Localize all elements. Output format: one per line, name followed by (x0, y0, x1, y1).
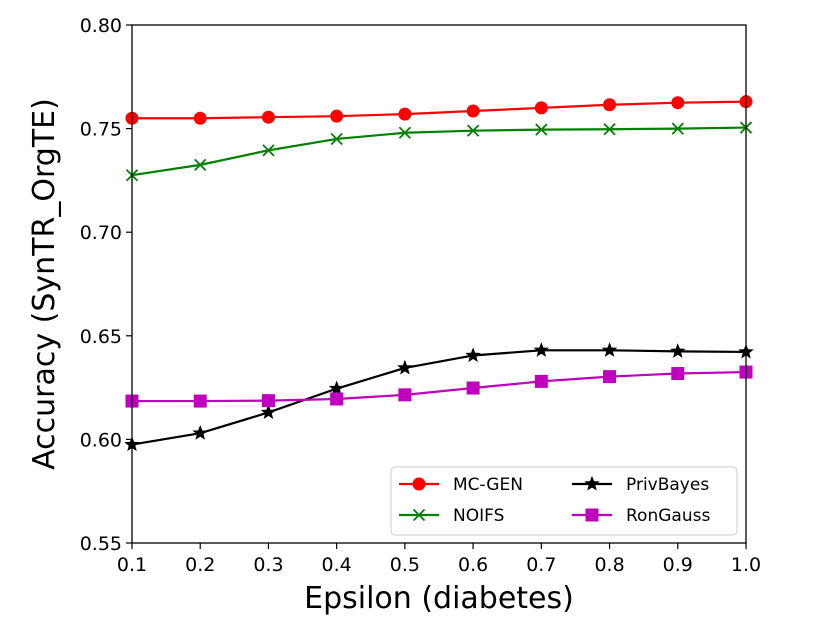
legend-marker (412, 508, 426, 522)
legend-item-privbayes: PrivBayes (572, 475, 709, 495)
data-point-rongauss (671, 367, 685, 381)
plot-frame (131, 24, 747, 544)
series-mc-gen (125, 95, 753, 125)
data-point-noifs (330, 132, 343, 146)
data-point-privbayes (328, 380, 345, 396)
legend-label: MC-GEN (453, 475, 523, 495)
data-point-mc-gen (330, 109, 344, 123)
series-layer (124, 95, 754, 452)
legend-label: NOIFS (453, 506, 504, 526)
series-noifs (125, 121, 753, 182)
data-point-privbayes (533, 342, 550, 357)
legend-marker (584, 475, 600, 491)
data-point-rongauss (261, 394, 275, 408)
data-point-privbayes (465, 347, 481, 363)
data-point-mc-gen (261, 110, 275, 124)
data-point-privbayes (601, 342, 618, 357)
series-privbayes (124, 342, 754, 452)
data-point-mc-gen (398, 107, 412, 121)
data-point-rongauss (193, 394, 207, 408)
y-tick-label: 0.65 (80, 326, 122, 348)
data-point-mc-gen (671, 96, 685, 110)
data-point-rongauss (534, 374, 548, 388)
data-point-noifs (466, 124, 480, 137)
data-point-rongauss (330, 392, 344, 406)
legend: MC-GEN NOIFS PrivBayes RonGauss (390, 466, 738, 536)
y-tick-label: 0.70 (80, 222, 122, 244)
x-tick-label: 0.1 (117, 554, 147, 576)
data-point-mc-gen (534, 101, 548, 115)
data-point-noifs (398, 126, 412, 139)
data-point-rongauss (398, 388, 412, 402)
x-tick-label: 0.2 (185, 554, 215, 576)
legend-label: RonGauss (626, 506, 710, 526)
series-line-rongauss (132, 370, 747, 403)
legend-marker (585, 508, 599, 522)
x-tick-label: 0.4 (322, 554, 352, 576)
series-rongauss (125, 365, 753, 408)
data-point-noifs (262, 144, 275, 157)
x-tick-label: 1.0 (731, 554, 761, 576)
data-point-noifs (671, 122, 684, 135)
y-tick-label: 0.80 (80, 15, 122, 37)
legend-item-noifs: NOIFS (399, 506, 504, 526)
y-axis-label: Accuracy (SynTR_OrgTE) (27, 98, 62, 470)
x-tick-label: 0.3 (253, 554, 283, 576)
data-point-mc-gen (466, 104, 480, 118)
legend-box (390, 466, 738, 536)
x-tick-label: 0.9 (663, 554, 693, 576)
data-point-privbayes (192, 425, 208, 440)
legend-item-rongauss: RonGauss (572, 506, 710, 526)
legend-item-mc-gen: MC-GEN (399, 475, 523, 495)
data-point-rongauss (603, 370, 617, 384)
series-line-privbayes (131, 349, 747, 446)
x-axis-label: Epsilon (diabetes) (304, 581, 574, 616)
series-line-mc-gen (132, 100, 747, 120)
legend-label: PrivBayes (626, 475, 709, 495)
data-point-privbayes (260, 404, 277, 420)
x-tick-label: 0.7 (526, 554, 556, 576)
y-tick-label: 0.75 (80, 119, 122, 141)
x-tick-label: 0.5 (390, 554, 420, 576)
y-tick-label: 0.55 (80, 533, 122, 555)
series-line-noifs (131, 126, 747, 177)
legend-marker (412, 477, 426, 491)
data-point-privbayes (670, 343, 686, 358)
data-point-mc-gen (603, 98, 617, 112)
data-point-mc-gen (193, 111, 207, 125)
data-point-privbayes (397, 359, 413, 375)
data-point-noifs (603, 123, 616, 136)
axis-ticks: 0.1 0.2 0.3 0.4 0.5 0.6 0.7 0.8 0.9 1.0 0.55 0.60 0.… (80, 15, 761, 576)
x-tick-label: 0.6 (458, 554, 488, 576)
data-point-noifs (194, 158, 207, 171)
data-point-rongauss (466, 381, 480, 395)
x-tick-label: 0.8 (594, 554, 624, 576)
data-point-noifs (535, 123, 548, 136)
y-tick-label: 0.60 (80, 429, 122, 451)
